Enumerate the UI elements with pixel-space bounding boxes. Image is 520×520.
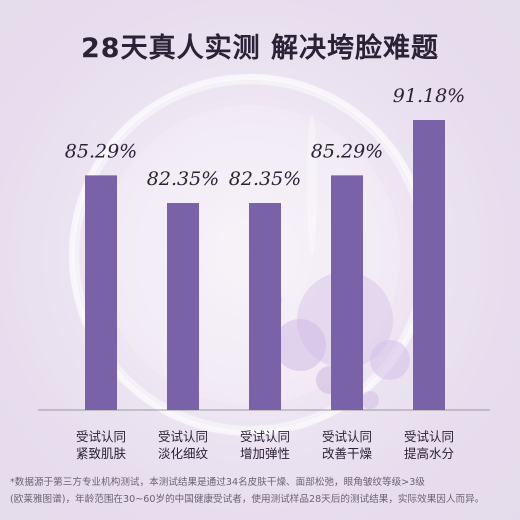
footnote-line-2: (欧莱雅图谱)，年龄范围在30~60岁的中国健康受试者，使用测试样品28天后的测… — [10, 494, 485, 505]
bar-1 — [85, 175, 117, 410]
category-label-1-line-2: 紧致肌肤 — [76, 446, 127, 461]
bar-5 — [413, 120, 445, 410]
category-label-2-line-2: 淡化细纹 — [158, 446, 209, 461]
bar-3 — [249, 203, 281, 410]
category-label-4-line-2: 改善干燥 — [322, 446, 373, 461]
footnote-line-1: *数据源于第三方专业机构测试，本测试结果是通过34名皮肤干燥、面部松弛，眼角皱纹… — [10, 477, 425, 488]
bar-4 — [331, 175, 363, 410]
category-label-1-line-1: 受试认同 — [76, 429, 126, 444]
category-label-3-line-2: 增加弹性 — [240, 446, 290, 461]
value-label-5: 91.18% — [393, 85, 465, 107]
value-label-2: 82.35% — [147, 168, 219, 190]
bar-2 — [167, 203, 199, 410]
value-label-4: 85.29% — [311, 140, 383, 162]
category-label-3-line-1: 受试认同 — [240, 429, 290, 444]
category-label-4-line-1: 受试认同 — [322, 429, 372, 444]
footnote: *数据源于第三方专业机构测试，本测试结果是通过34名皮肤干燥、面部松弛，眼角皱纹… — [10, 474, 510, 508]
value-label-1: 85.29% — [65, 140, 137, 162]
category-label-5-line-1: 受试认同 — [404, 429, 454, 444]
value-label-3: 82.35% — [229, 168, 301, 190]
category-label-2-line-1: 受试认同 — [158, 429, 208, 444]
category-label-5-line-2: 提高水分 — [404, 446, 454, 461]
page-title: 28天真人实测 解决垮脸难题 — [81, 33, 439, 64]
